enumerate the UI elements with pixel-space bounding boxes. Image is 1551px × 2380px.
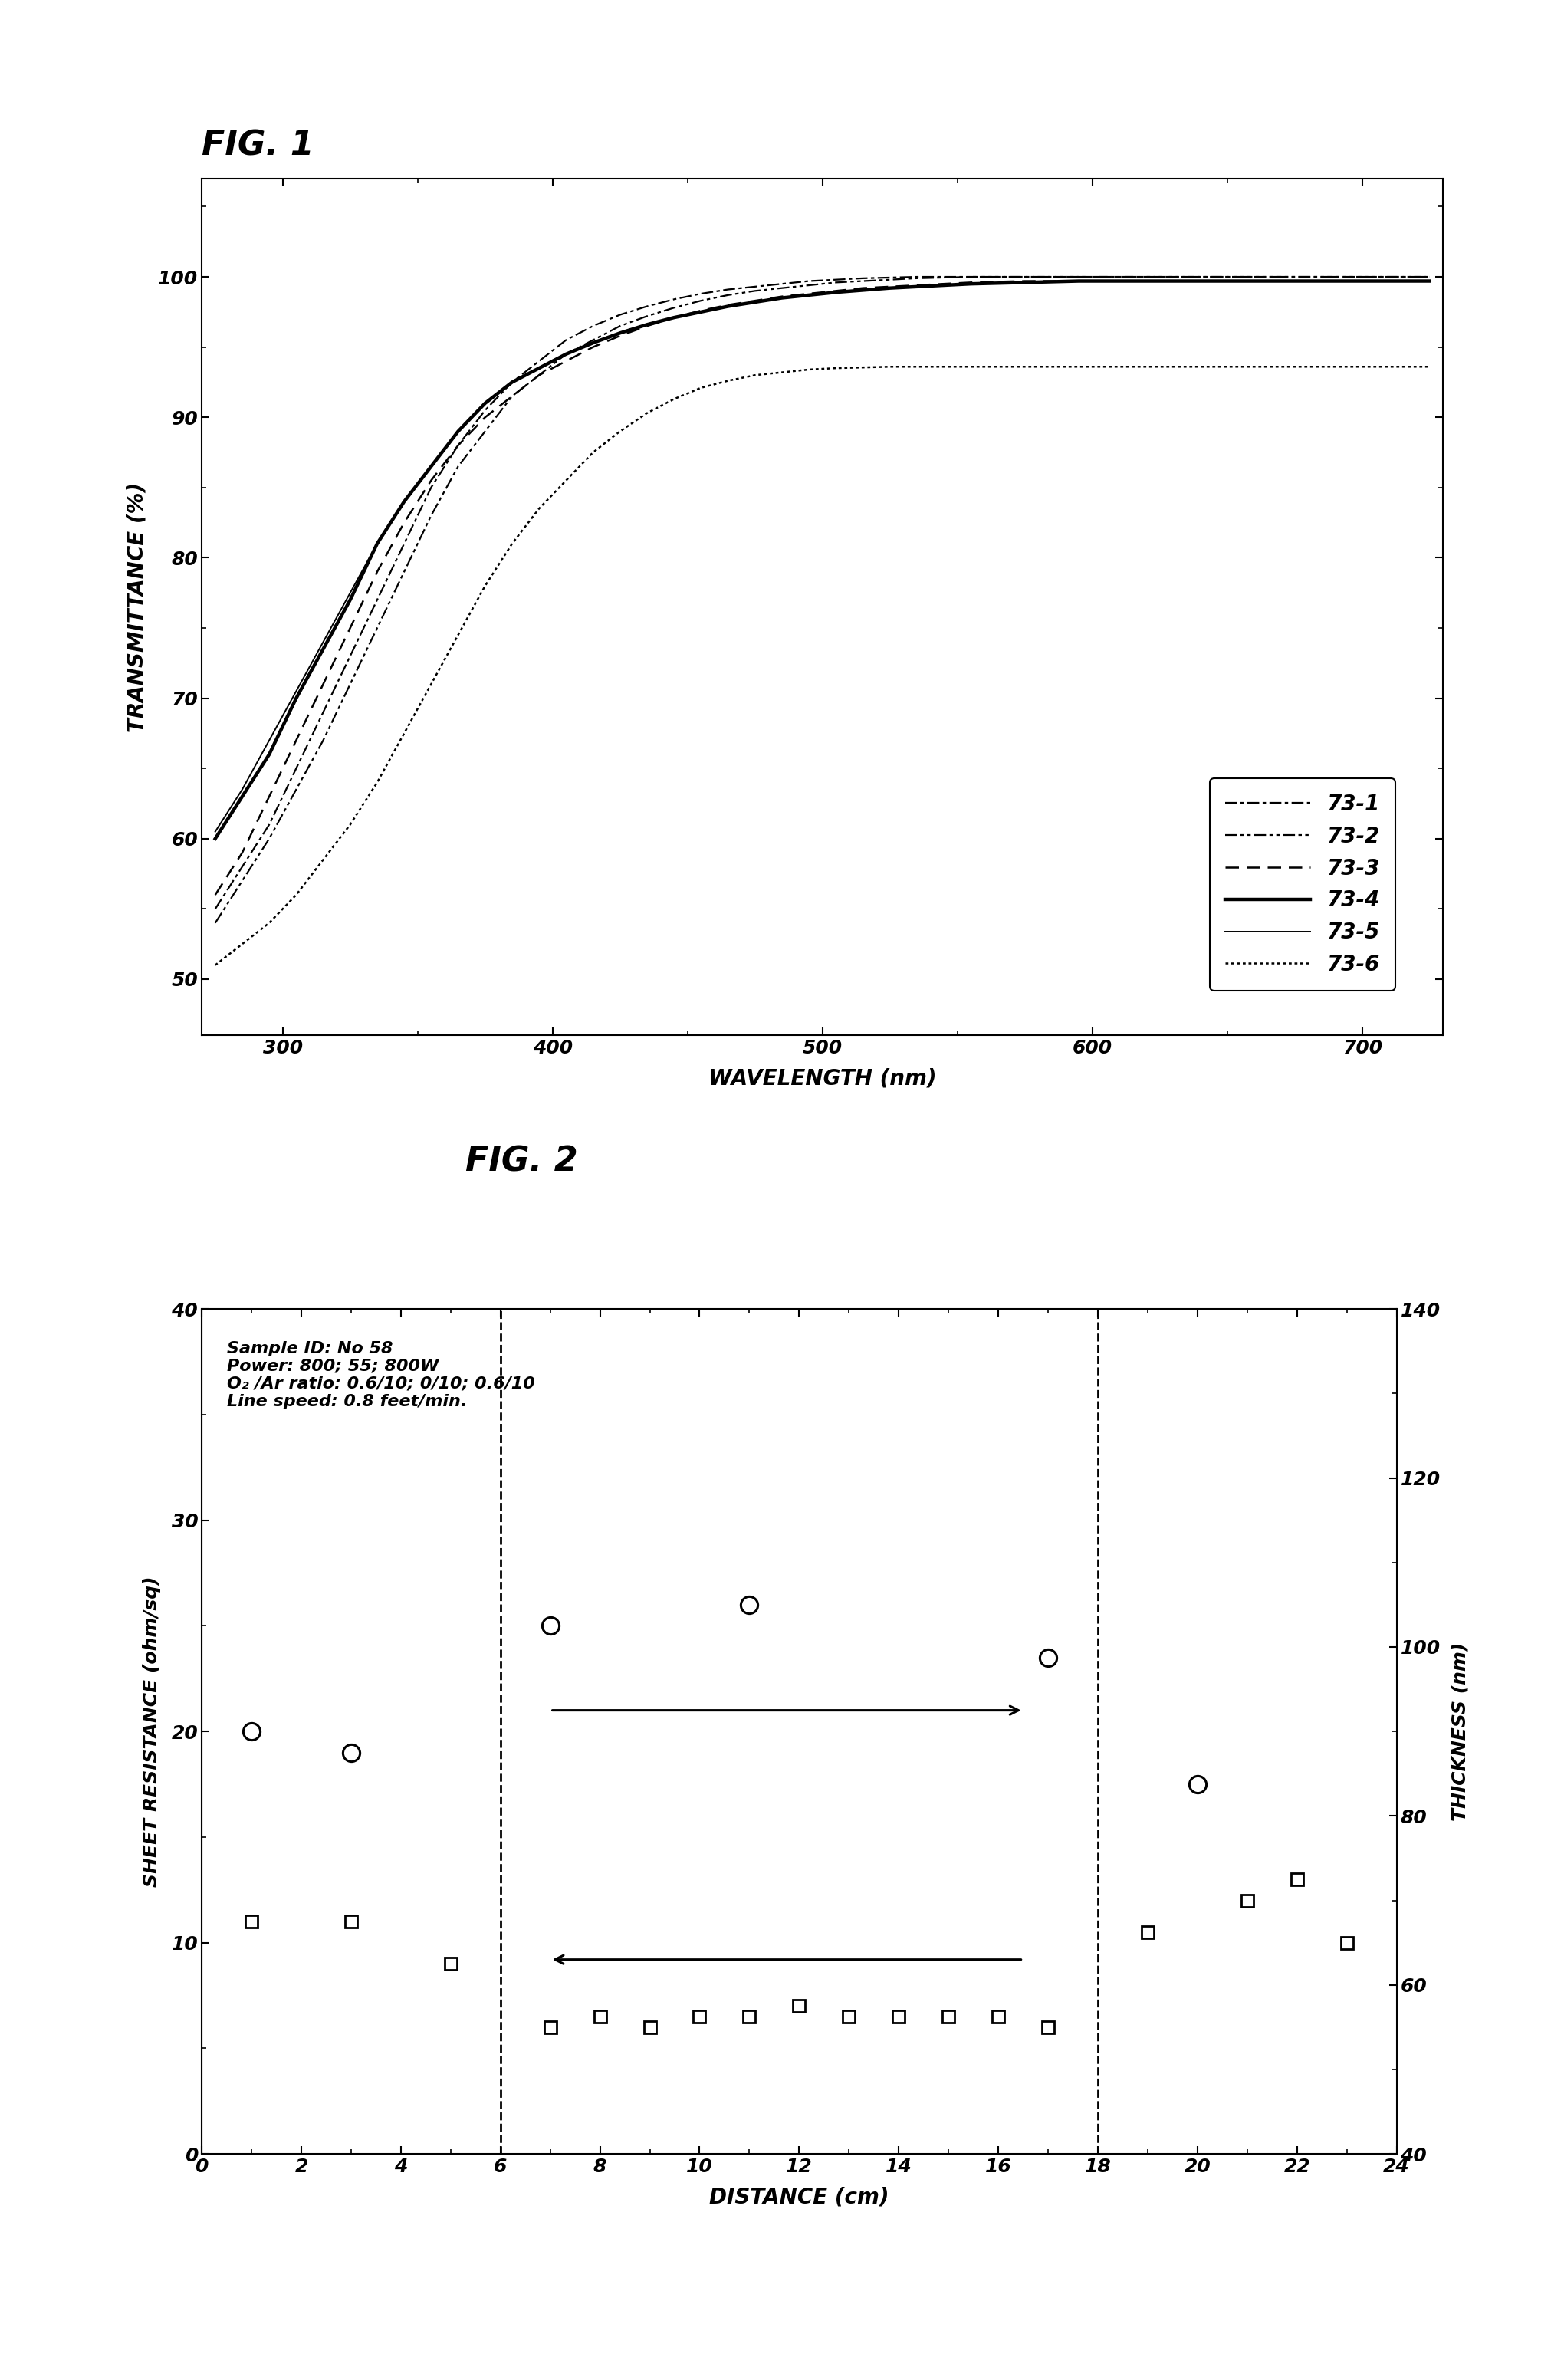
Text: FIG. 2: FIG. 2 bbox=[465, 1145, 579, 1178]
X-axis label: DISTANCE (cm): DISTANCE (cm) bbox=[709, 2187, 889, 2209]
Y-axis label: TRANSMITTANCE (%): TRANSMITTANCE (%) bbox=[126, 481, 147, 733]
Text: Sample ID: No 58
Power: 800; 55; 800W
O₂ /Ar ratio: 0.6/10; 0/10; 0.6/10
Line sp: Sample ID: No 58 Power: 800; 55; 800W O₂… bbox=[226, 1340, 535, 1409]
Y-axis label: SHEET RESISTANCE (ohm/sq): SHEET RESISTANCE (ohm/sq) bbox=[143, 1576, 161, 1887]
X-axis label: WAVELENGTH (nm): WAVELENGTH (nm) bbox=[709, 1069, 935, 1090]
Y-axis label: THICKNESS (nm): THICKNESS (nm) bbox=[1450, 1642, 1469, 1821]
Legend: 73-1, 73-2, 73-3, 73-4, 73-5, 73-6: 73-1, 73-2, 73-3, 73-4, 73-5, 73-6 bbox=[1210, 778, 1394, 990]
Text: FIG. 1: FIG. 1 bbox=[202, 129, 315, 162]
